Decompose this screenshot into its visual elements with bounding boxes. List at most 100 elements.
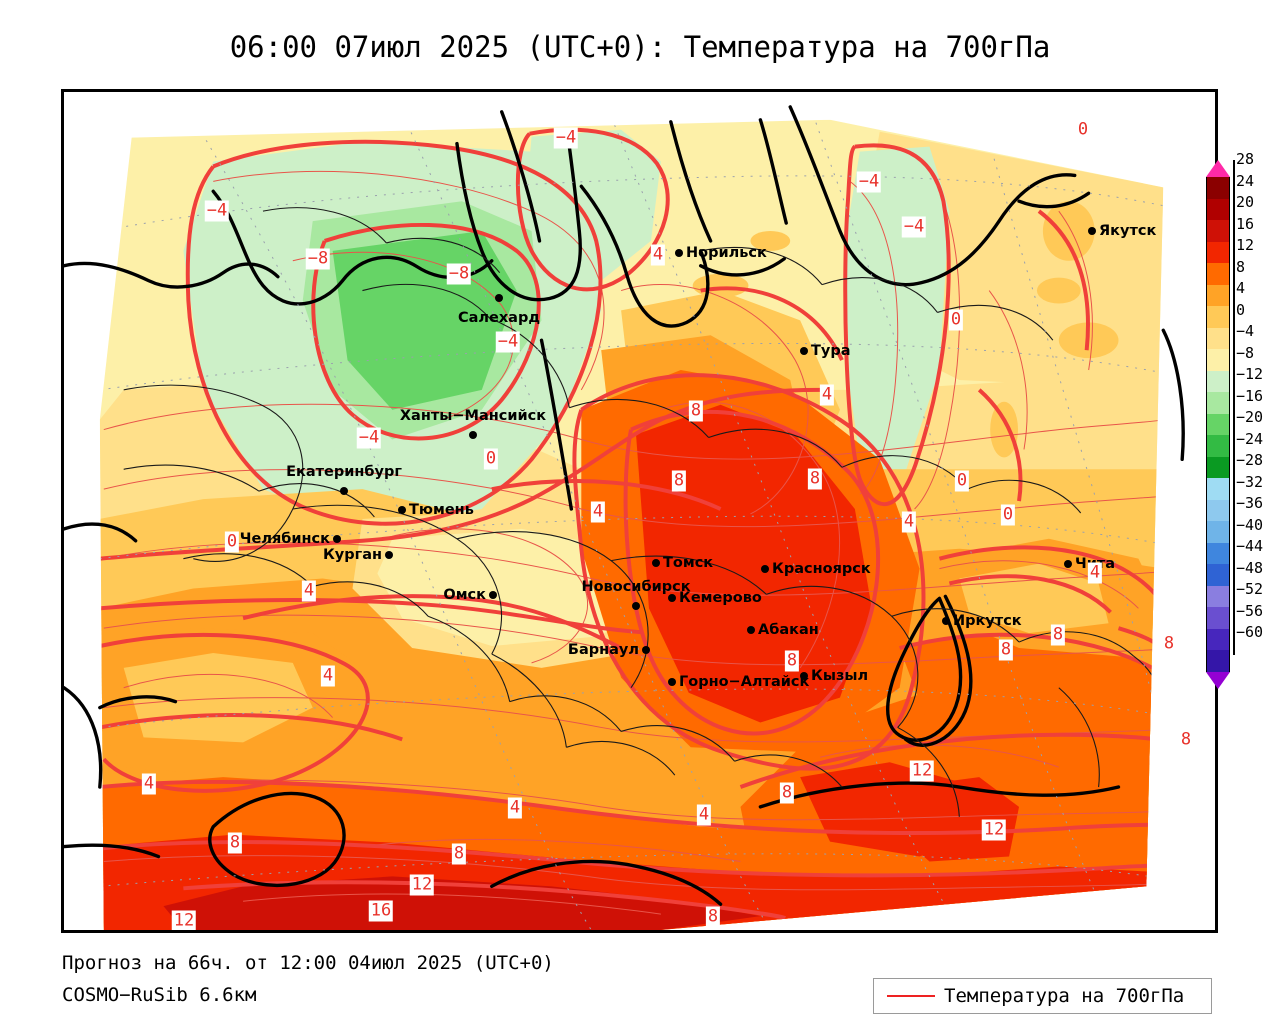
legend-label: Температура на 700гПа bbox=[944, 985, 1185, 1007]
colorbar-tick: −8 bbox=[1236, 343, 1255, 362]
colorbar-tick: −60 bbox=[1236, 623, 1264, 641]
contour-label: −4 bbox=[856, 171, 882, 193]
colorbar-tick: 12 bbox=[1236, 236, 1255, 254]
colorbar-tick: 0 bbox=[1236, 300, 1246, 319]
contour-label: 8 bbox=[998, 639, 1014, 661]
colorbar-band bbox=[1207, 306, 1229, 328]
contour-label: 8 bbox=[227, 832, 243, 854]
colorbar-tick-labels: 28 24 20 16 12 8 4 0 −4 −8 −12 −16 −20 −24 −28 −32 −36 −4… bbox=[1236, 150, 1280, 644]
city-dot bbox=[675, 249, 683, 257]
city-label: Салехард bbox=[457, 310, 541, 326]
city-label: Якутск bbox=[1099, 223, 1157, 239]
colorbar-tick: −24 bbox=[1236, 429, 1264, 448]
city-dot bbox=[668, 594, 676, 602]
colorbar-band bbox=[1207, 607, 1229, 629]
city-dot bbox=[469, 431, 477, 439]
city-dot bbox=[668, 678, 676, 686]
contour-label: 8 bbox=[784, 650, 800, 672]
city-label: Челябинск bbox=[239, 531, 330, 547]
colorbar-bands bbox=[1206, 177, 1230, 672]
city-dot bbox=[340, 487, 348, 495]
contour-label: 0 bbox=[954, 470, 970, 492]
city-label: Красноярск bbox=[772, 561, 871, 577]
city-label: Ханты−Мансийск bbox=[399, 408, 547, 425]
city-label: Екатеринбург bbox=[286, 464, 402, 481]
city-dot bbox=[652, 559, 660, 567]
colorbar-tick: −4 bbox=[1236, 322, 1255, 340]
colorbar-band bbox=[1207, 521, 1229, 543]
colorbar-band bbox=[1207, 327, 1229, 349]
map-frame[interactable]: Якутск Норильск Тура Салехард Ханты−Мансийск… bbox=[61, 89, 1218, 933]
city-label: Кемерово bbox=[679, 590, 762, 606]
contour-label: 4 bbox=[301, 580, 317, 602]
colorbar-band bbox=[1207, 392, 1229, 414]
colorbar-tick: −16 bbox=[1236, 386, 1264, 405]
contour-label: 4 bbox=[590, 501, 606, 523]
contour-label: −4 bbox=[204, 200, 230, 222]
contour-label: 12 bbox=[981, 819, 1007, 841]
colorbar-tick: −32 bbox=[1236, 472, 1264, 491]
contour-label: 8 bbox=[1178, 729, 1194, 751]
colorbar-tick: 16 bbox=[1236, 214, 1255, 233]
colorbar-band bbox=[1207, 413, 1229, 435]
model-info-line: COSMO−RuSib 6.6км bbox=[62, 984, 257, 1006]
colorbar-over-arrow bbox=[1206, 160, 1230, 177]
city-dot bbox=[333, 535, 341, 543]
colorbar[interactable] bbox=[1206, 160, 1230, 689]
contour-label: 0 bbox=[1075, 119, 1091, 141]
city-label: Томск bbox=[663, 555, 714, 571]
city-label: Иркутск bbox=[953, 613, 1022, 629]
contour-label: −4 bbox=[495, 331, 521, 353]
city-dot bbox=[385, 551, 393, 559]
colorbar-band bbox=[1207, 628, 1229, 650]
contour-label: 8 bbox=[779, 782, 795, 804]
colorbar-tick: 20 bbox=[1236, 193, 1255, 211]
colorbar-tick: −56 bbox=[1236, 601, 1264, 620]
city-label: Абакан bbox=[758, 622, 819, 638]
contour-label: 8 bbox=[451, 843, 467, 865]
colorbar-tick: 4 bbox=[1236, 279, 1246, 297]
city-dot bbox=[495, 294, 503, 302]
city-label: Барнаул bbox=[567, 642, 639, 658]
contour-label: 4 bbox=[901, 511, 917, 533]
contour-label: 0 bbox=[483, 448, 499, 470]
city-dot bbox=[632, 602, 640, 610]
contour-label: −4 bbox=[901, 216, 927, 238]
colorbar-band bbox=[1207, 349, 1229, 371]
colorbar-band bbox=[1207, 650, 1229, 672]
contour-label: 4 bbox=[141, 773, 157, 795]
colorbar-under-arrow bbox=[1206, 671, 1230, 689]
contour-label: 0 bbox=[224, 531, 240, 553]
city-label: Горно−Алтайск bbox=[679, 674, 810, 690]
contour-label: 4 bbox=[1087, 562, 1103, 584]
colorbar-tick: −48 bbox=[1236, 558, 1264, 577]
colorbar-band bbox=[1207, 564, 1229, 586]
map-canvas bbox=[64, 92, 1215, 930]
city-dot bbox=[800, 672, 808, 680]
colorbar-tick: −12 bbox=[1236, 365, 1264, 383]
city-label: Кызыл bbox=[811, 668, 869, 684]
contour-label: −4 bbox=[356, 427, 382, 449]
city-dot bbox=[747, 626, 755, 634]
colorbar-tick: −36 bbox=[1236, 494, 1264, 512]
colorbar-tick: −28 bbox=[1236, 451, 1264, 469]
colorbar-band bbox=[1207, 542, 1229, 564]
contour-label: 8 bbox=[705, 906, 721, 928]
colorbar-band bbox=[1207, 478, 1229, 500]
colorbar-band bbox=[1207, 241, 1229, 263]
contour-label: 12 bbox=[409, 874, 435, 896]
city-dot bbox=[489, 591, 497, 599]
city-dot bbox=[761, 565, 769, 573]
colorbar-band bbox=[1207, 435, 1229, 457]
colorbar-band bbox=[1207, 177, 1229, 199]
contour-label: 8 bbox=[671, 470, 687, 492]
contour-label: 8 bbox=[1161, 633, 1177, 655]
contour-label: 8 bbox=[807, 468, 823, 490]
colorbar-band bbox=[1207, 456, 1229, 478]
colorbar-tick: 8 bbox=[1236, 257, 1246, 276]
contour-label: 8 bbox=[688, 400, 704, 422]
contour-label: −8 bbox=[446, 263, 472, 285]
colorbar-band bbox=[1207, 499, 1229, 521]
city-label: Тюмень bbox=[409, 502, 474, 518]
